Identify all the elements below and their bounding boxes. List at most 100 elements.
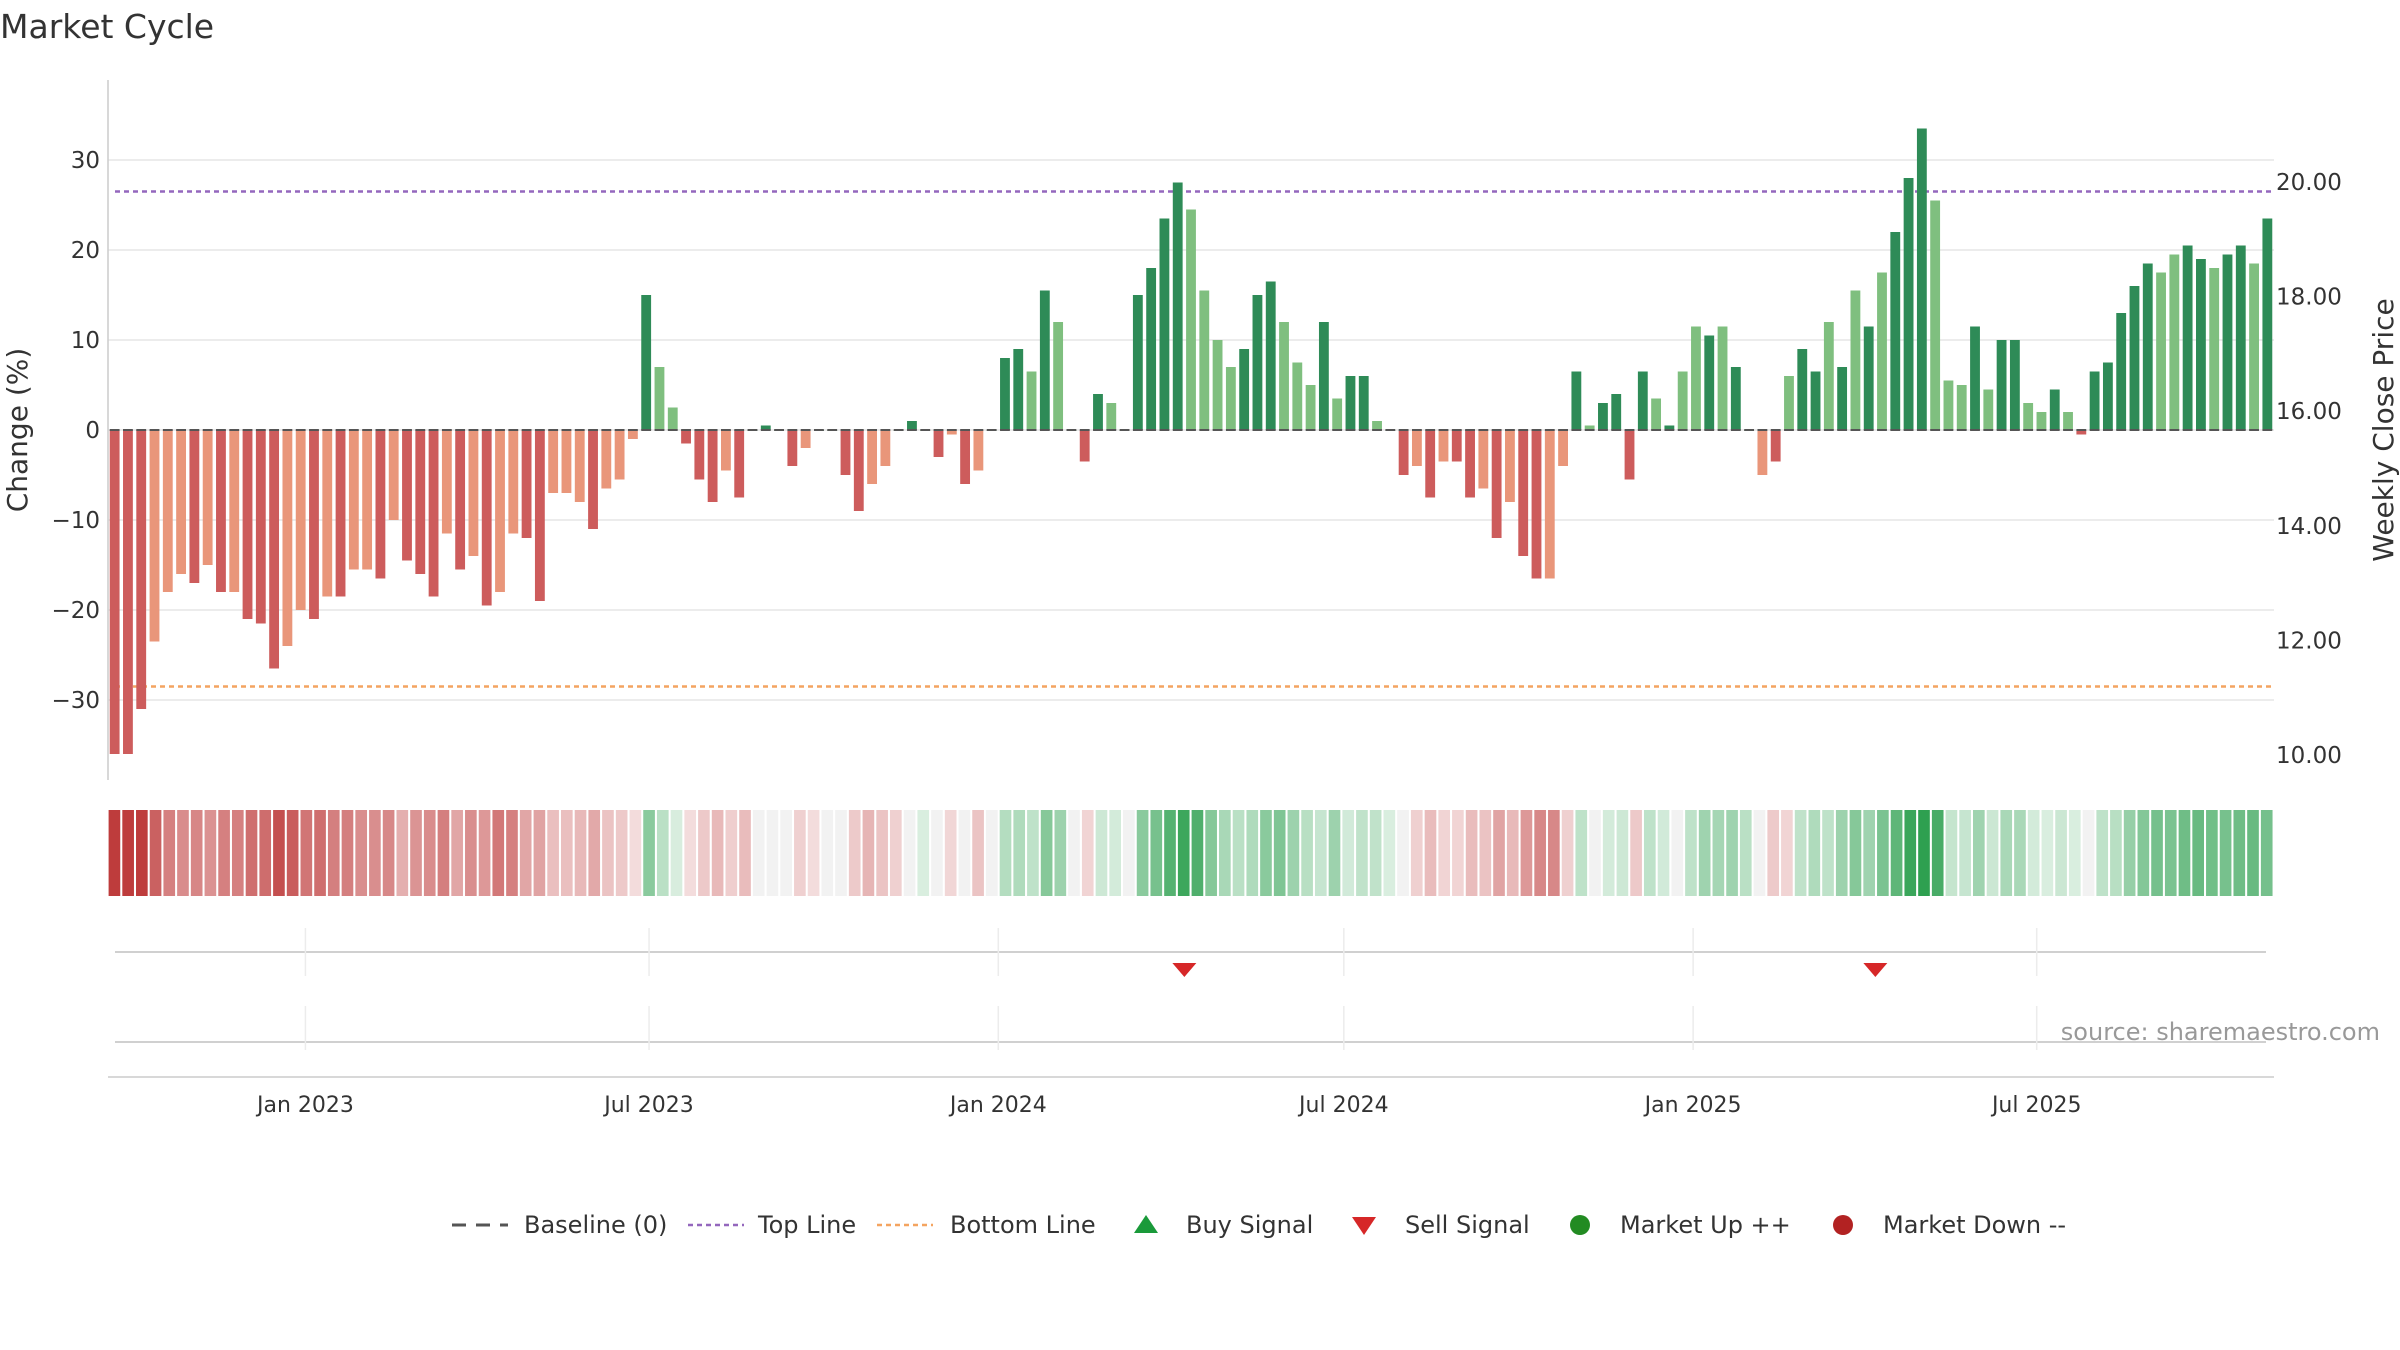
heat-cell [711,810,724,896]
y2-tick-label: 18.00 [2276,285,2342,311]
heat-cell [177,810,189,896]
bar [601,430,612,489]
heat-cell [1205,810,1217,896]
bar [521,430,532,538]
heat-cell [423,810,436,896]
heat-cell [602,810,614,896]
heat-cell [725,810,738,896]
bar [1877,272,1887,430]
legend-label: Bottom Line [950,1211,1096,1239]
bar [1584,425,1595,430]
bar [1624,430,1635,480]
heat-cell [1493,810,1505,896]
heat-cell [835,810,847,896]
bar [1372,421,1382,430]
heat-cell [1973,810,1985,896]
bar [588,430,598,529]
heat-cell [1479,810,1492,896]
heat-cell [1986,810,1999,896]
heat-cell [958,810,971,896]
heat-cell [218,810,230,896]
heat-cell [1301,810,1313,896]
bar [415,430,426,574]
bar [667,407,678,430]
heat-cell [1369,810,1382,896]
bar [189,430,200,583]
heat-cell [286,810,299,896]
bar [1810,371,1821,430]
heat-cell [1685,810,1697,896]
heat-cell [519,810,532,896]
bar [1717,326,1728,430]
heat-cell [259,810,272,896]
sell-signal-marker [1172,963,1197,977]
heat-cell [1904,810,1917,896]
heat-cell [1383,810,1396,896]
bar [1053,322,1064,430]
legend-label: Market Down -- [1883,1211,2066,1239]
heat-cell [1794,810,1807,896]
heat-cell [1849,810,1862,896]
heat-cell [1328,810,1341,896]
bar [1571,371,1582,430]
bar [2235,245,2246,430]
bar [1943,380,1954,430]
heat-cell [1109,810,1121,896]
heat-cell [437,810,450,896]
heat-cell [1068,810,1080,896]
bar [720,430,731,471]
heat-cell [999,810,1012,896]
heat-cell [1918,810,1930,896]
heat-cell [972,810,984,896]
bar [641,295,652,430]
bar [309,430,319,619]
bar [840,430,851,475]
bar [1411,430,1422,466]
bar [734,430,745,498]
bar [162,430,173,592]
heat-cell [382,810,395,896]
heat-cell [2082,810,2095,896]
bar [1996,340,2007,430]
heat-cell [1040,810,1053,896]
y2-tick-label: 10.00 [2276,743,2342,769]
bar [614,430,625,480]
heat-cell [2233,810,2246,896]
heat-cell [190,810,203,896]
bar [1146,268,1157,430]
bar [1212,340,1223,430]
heat-cell [848,810,861,896]
heat-cell [1726,810,1738,896]
heat-cell [451,810,463,896]
heat-cell [684,810,697,896]
bar [1345,376,1356,430]
bar [1265,281,1276,430]
y2-tick-label: 12.00 [2276,628,2342,654]
heat-cell [821,810,834,896]
heat-cell [396,810,409,896]
bar [1026,371,1037,430]
bar [1451,430,1462,462]
heat-cell [1959,810,1971,896]
y-tick-label: 20 [71,238,100,264]
source-label: source: sharemaestro.com [2061,1018,2380,1046]
bar [2023,403,2034,430]
heat-cell [1410,810,1423,896]
bar [2129,286,2140,430]
heat-cell [355,810,368,896]
sell-signal-icon [1352,1217,1376,1235]
bar [1611,394,1622,430]
bar [322,430,333,597]
heat-cell [917,810,930,896]
bar [136,430,147,709]
heat-cell [615,810,628,896]
bar [548,430,559,493]
bar [109,430,120,754]
heat-cell [204,810,217,896]
bar [760,425,771,430]
bar [1039,290,1050,430]
heat-cell [574,810,587,896]
heat-cell [588,810,601,896]
bar [362,430,373,570]
bar [2195,259,2206,430]
